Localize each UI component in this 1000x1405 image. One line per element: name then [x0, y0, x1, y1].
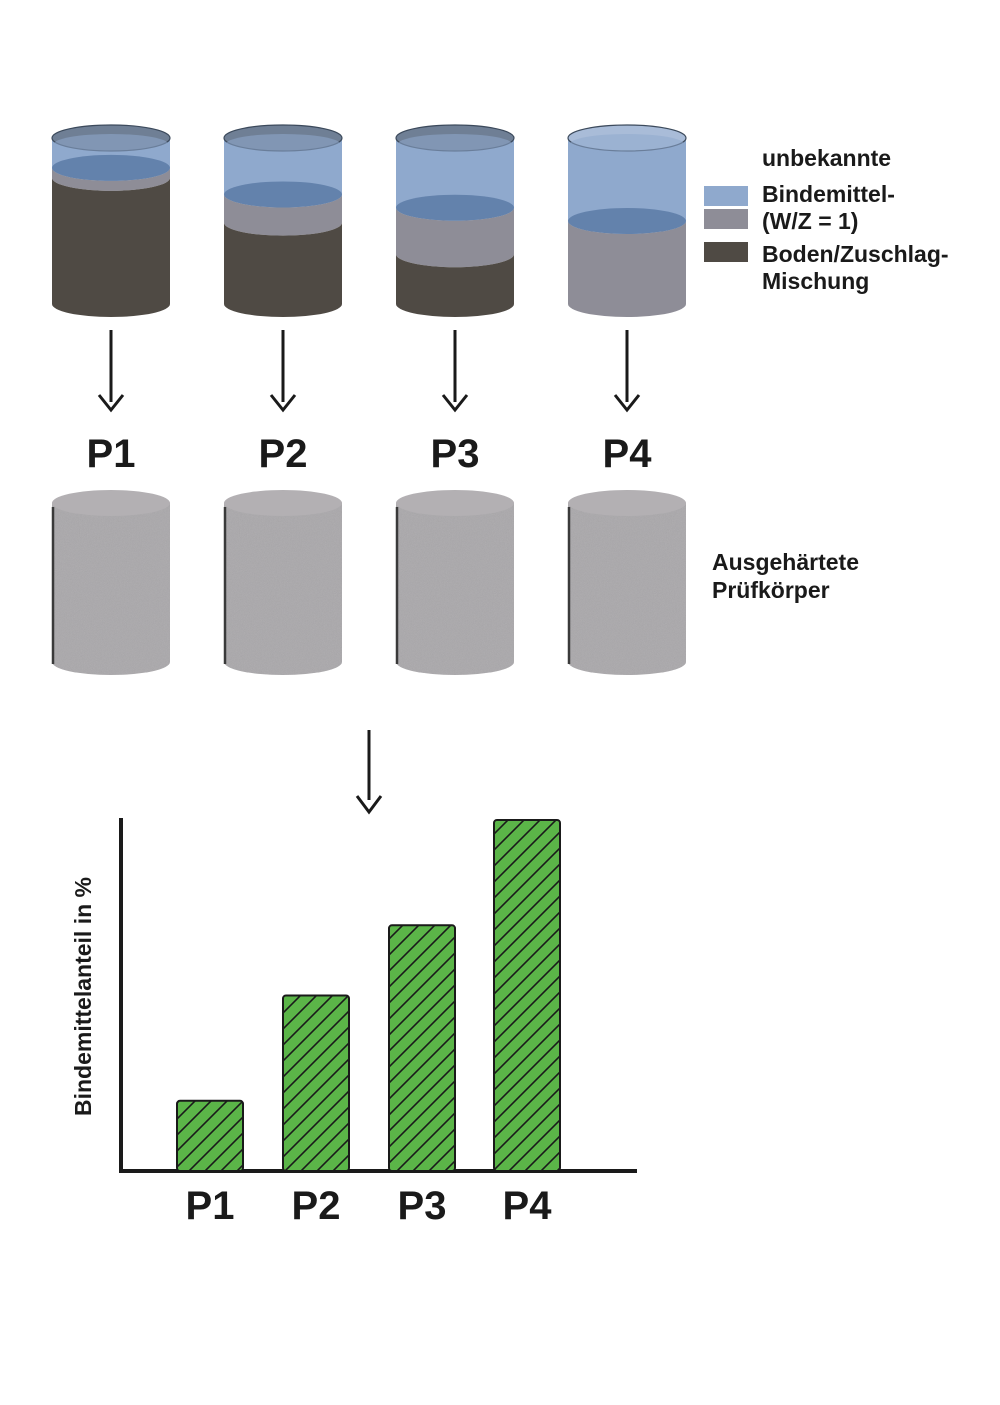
legend-binder-line2: (W/Z = 1) — [762, 208, 858, 234]
binder-layer — [396, 207, 514, 268]
legend: unbekannte Bindemittel- (W/Z = 1) Boden/… — [704, 145, 949, 294]
arrow-p4 — [613, 330, 641, 413]
bar-p3 — [388, 924, 456, 1172]
cylinder-top-sheen — [54, 134, 168, 154]
legend-title: unbekannte — [762, 145, 891, 171]
cylinder-top-sheen — [398, 134, 512, 154]
mix-cylinder-p2 — [223, 124, 343, 317]
legend-soil-line1: Boden/Zuschlag- — [762, 241, 949, 267]
binder-layer — [568, 221, 686, 317]
x-tick-p3: P3 — [398, 1184, 447, 1228]
sample-label-p4: P4 — [603, 432, 653, 476]
legend-swatch-water — [704, 186, 748, 206]
legend-swatch-binder — [704, 209, 748, 229]
binder-surface — [224, 181, 342, 208]
arrows-mix-to-sample — [97, 330, 641, 413]
soil-layer — [396, 254, 514, 317]
sample-label-p1: P1 — [87, 432, 136, 476]
cured-specimen-p3 — [395, 490, 514, 675]
sample-labels: P1 P2 P3 P4 — [87, 432, 653, 476]
y-axis-label: Bindemittelanteil in % — [70, 877, 96, 1116]
x-tick-p1: P1 — [186, 1184, 235, 1228]
arrow-to-chart — [355, 730, 383, 815]
mix-cylinder-p3 — [395, 124, 515, 317]
arrow-p3 — [441, 330, 469, 413]
cured-specimen-p4 — [567, 490, 686, 675]
soil-layer — [224, 222, 342, 317]
arrow-p2 — [269, 330, 297, 413]
cured-specimens — [51, 490, 686, 675]
bar-p2 — [282, 994, 350, 1172]
bar-chart: Bindemittelanteil in % P1 P2 P3 P4 — [70, 818, 637, 1228]
cured-note: Ausgehärtete Prüfkörper — [712, 549, 859, 603]
mix-cylinder-p4 — [567, 124, 687, 317]
legend-binder-line1: Bindemittel- — [762, 181, 895, 207]
x-tick-p2: P2 — [292, 1184, 341, 1228]
soil-layer — [52, 177, 170, 317]
binder-layer — [52, 167, 170, 191]
x-tick-p4: P4 — [503, 1184, 553, 1228]
cured-specimen-p2 — [223, 490, 342, 675]
mix-cylinder-p1 — [51, 124, 171, 317]
binder-surface — [52, 154, 170, 181]
binder-surface — [396, 194, 514, 221]
binder-surface — [568, 208, 686, 234]
legend-soil-line2: Mischung — [762, 268, 869, 294]
cured-note-line1: Ausgehärtete — [712, 549, 859, 575]
sample-label-p3: P3 — [431, 432, 480, 476]
legend-swatch-soil — [704, 242, 748, 262]
cylinder-top-sheen — [570, 134, 684, 154]
cured-specimen-p1 — [51, 490, 170, 675]
bar-p1 — [176, 1099, 244, 1173]
sample-label-p2: P2 — [259, 432, 308, 476]
arrow-p1 — [97, 330, 125, 413]
cylinder-top-sheen — [226, 134, 340, 154]
bar-p4 — [493, 819, 561, 1172]
cured-note-line2: Prüfkörper — [712, 577, 830, 603]
mix-cylinders — [51, 124, 687, 317]
binder-layer — [224, 194, 342, 236]
